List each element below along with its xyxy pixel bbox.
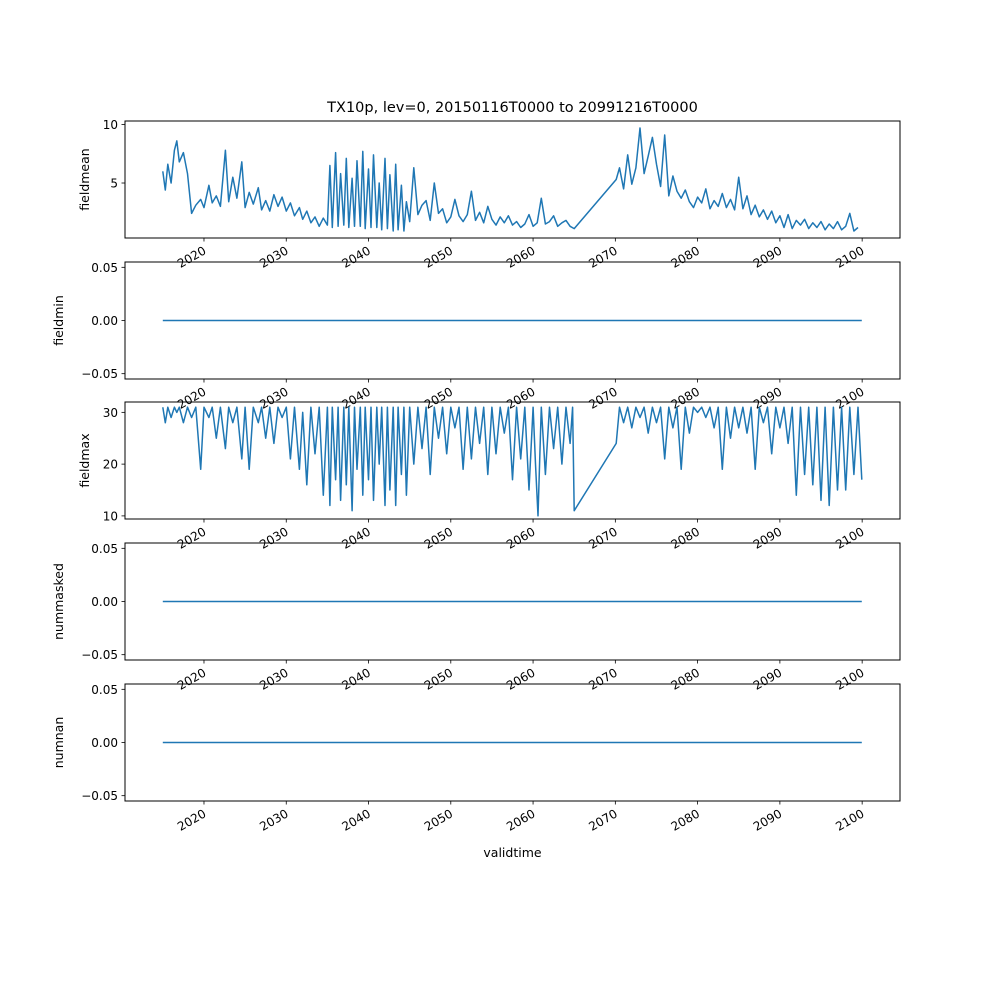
y-tick-label: 10 — [103, 509, 118, 523]
y-tick-label: −0.05 — [81, 367, 118, 381]
y-tick-label: 30 — [103, 406, 118, 420]
y-tick-label: −0.05 — [81, 789, 118, 803]
series-group — [162, 127, 859, 232]
y-axis-label: fieldmax — [77, 433, 92, 487]
x-axis-label: validtime — [483, 845, 541, 860]
axes-frame — [124, 120, 901, 239]
y-tick-label: 0.00 — [91, 595, 118, 609]
series-line-fieldmean — [162, 127, 859, 232]
y-tick-label: −0.05 — [81, 648, 118, 662]
y-axis-label: fieldmean — [77, 148, 92, 210]
y-tick-label: 0.05 — [91, 261, 118, 275]
y-tick-label: 10 — [103, 118, 118, 132]
y-tick-label: 0.05 — [91, 542, 118, 556]
axes-frame — [124, 401, 901, 520]
series-group — [162, 406, 863, 517]
y-axis-label: fieldmin — [51, 295, 66, 346]
y-axis-label: nummasked — [51, 563, 66, 640]
y-tick-label: 0.05 — [91, 683, 118, 697]
series-line-fieldmax — [162, 406, 863, 517]
y-tick-label: 0.00 — [91, 314, 118, 328]
y-tick-label: 5 — [110, 177, 118, 191]
y-tick-label: 20 — [103, 458, 118, 472]
y-axis-label: numnan — [51, 717, 66, 769]
chart-title: TX10p, lev=0, 20150116T0000 to 20991216T… — [326, 100, 698, 116]
y-tick-label: 0.00 — [91, 736, 118, 750]
